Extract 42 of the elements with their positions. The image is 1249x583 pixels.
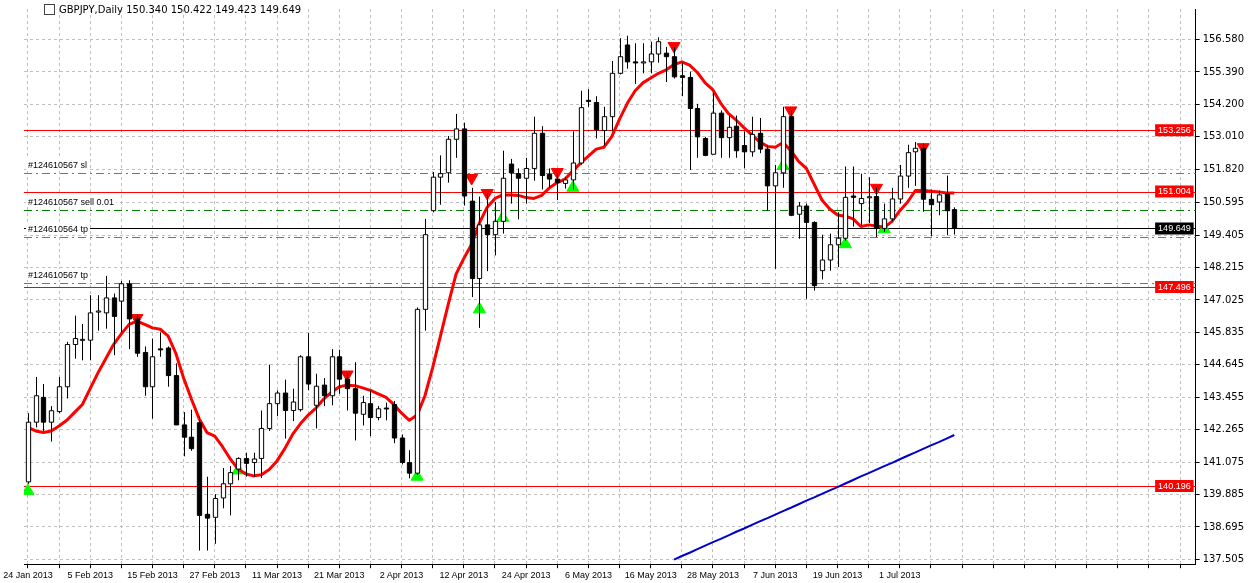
y-tick-label: 148.215 bbox=[1202, 261, 1245, 273]
x-tick-label: 27 Feb 2013 bbox=[189, 570, 241, 581]
y-tick-label: 145.835 bbox=[1202, 325, 1245, 337]
x-tick-label: 2 Apr 2013 bbox=[379, 570, 424, 581]
x-tick-label: 1 Jul 2013 bbox=[879, 570, 921, 581]
ref-line-label: #124610567 sell 0.01 bbox=[28, 196, 115, 207]
y-tick-label: 137.505 bbox=[1202, 553, 1245, 565]
y-tick-label: 147.025 bbox=[1202, 293, 1245, 305]
y-tick-label: 138.695 bbox=[1202, 520, 1245, 532]
x-tick-label: 21 Mar 2013 bbox=[314, 570, 365, 581]
y-tick-label: 149.405 bbox=[1202, 228, 1245, 240]
y-tick-label: 150.595 bbox=[1202, 196, 1245, 208]
ref-line-label: 147.496 bbox=[1158, 281, 1191, 292]
y-tick-label: 142.265 bbox=[1202, 423, 1245, 435]
x-tick-label: 7 Jun 2013 bbox=[752, 570, 798, 581]
x-tick-label: 16 May 2013 bbox=[624, 570, 677, 581]
x-tick-label: 24 Apr 2013 bbox=[501, 570, 551, 581]
y-tick-label: 156.580 bbox=[1202, 33, 1245, 45]
x-tick-label: 15 Feb 2013 bbox=[127, 570, 178, 581]
x-tick-label: 28 May 2013 bbox=[686, 570, 739, 581]
ref-line-label: 153.256 bbox=[1158, 124, 1191, 135]
y-tick-label: 143.455 bbox=[1202, 390, 1245, 402]
x-tick-label: 5 Feb 2013 bbox=[67, 570, 113, 581]
y-tick-label: 154.200 bbox=[1202, 97, 1245, 109]
x-tick-label: 24 Jan 2013 bbox=[3, 570, 53, 581]
ref-line-label: 149.649 bbox=[1158, 222, 1191, 233]
x-tick-label: 19 Jun 2013 bbox=[812, 570, 863, 581]
ref-line-label: #124610564 tp bbox=[28, 224, 89, 235]
y-tick-label: 144.645 bbox=[1202, 358, 1245, 370]
x-tick-label: 6 May 2013 bbox=[564, 570, 612, 581]
ref-line-label: #124610567 tp bbox=[28, 269, 89, 280]
y-tick-label: 141.075 bbox=[1202, 455, 1245, 467]
y-tick-label: 151.820 bbox=[1202, 162, 1245, 174]
x-tick-label: 12 Apr 2013 bbox=[439, 570, 489, 581]
ref-line-label: 151.004 bbox=[1158, 185, 1191, 196]
y-tick-label: 155.390 bbox=[1202, 65, 1245, 77]
ref-line-label: 140.196 bbox=[1158, 480, 1191, 491]
y-tick-label: 139.885 bbox=[1202, 488, 1245, 500]
ref-line-label: #124610567 sl bbox=[28, 160, 88, 171]
y-tick-label: 153.010 bbox=[1202, 130, 1245, 142]
x-tick-label: 11 Mar 2013 bbox=[252, 570, 302, 581]
chart-title: GBPJPY,Daily 150.340 150.422 149.423 149.649 bbox=[59, 4, 302, 15]
